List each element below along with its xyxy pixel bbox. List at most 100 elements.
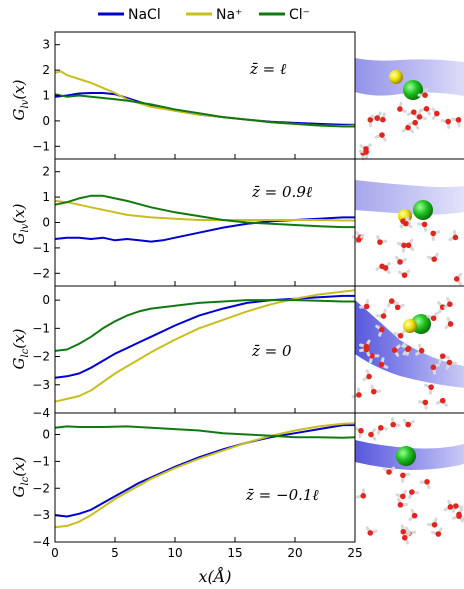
panel-frame — [54, 158, 356, 287]
water-molecule — [397, 101, 407, 114]
y-tick-label: −4 — [32, 535, 50, 549]
y-tick-label: −2 — [32, 481, 50, 495]
x-tick-label: 10 — [167, 546, 182, 560]
legend-item-na: Na⁺ — [186, 7, 242, 23]
water-molecule — [369, 353, 380, 364]
water-molecule — [402, 418, 415, 428]
water-molecule — [451, 513, 464, 523]
panel-frame — [54, 412, 356, 543]
series-line-nacl — [54, 424, 355, 518]
panel-frame — [54, 285, 356, 414]
x-axis-label: x(Å) — [198, 566, 231, 586]
ylabel-panel-1: Glv(x) — [10, 79, 31, 120]
water-molecule — [445, 359, 457, 370]
series-line-na — [54, 199, 355, 222]
water-molecule — [448, 229, 459, 242]
water-molecule — [391, 344, 401, 357]
water-molecule — [430, 363, 441, 375]
water-molecule — [365, 526, 378, 536]
panel-frame — [54, 31, 356, 160]
panel-4: −4 −3 −2 −1 0 0 5 10 15 20 25 — [32, 412, 363, 560]
water-molecule — [419, 479, 431, 490]
water-molecule — [427, 517, 438, 528]
series-line-nacl — [54, 216, 355, 243]
water-molecule — [395, 489, 408, 500]
water-molecule — [417, 87, 428, 98]
y-tick-label: 0 — [42, 114, 50, 128]
water-molecules — [351, 87, 464, 545]
water-molecule — [440, 118, 451, 130]
water-molecule — [405, 238, 415, 252]
y-tick-label: 3 — [42, 38, 50, 52]
x-tick-label: 25 — [347, 546, 362, 560]
interface-surface — [355, 180, 464, 215]
x-tick-label: 20 — [287, 546, 302, 560]
y-tick-label: −3 — [32, 378, 50, 392]
series-line-cl — [54, 299, 355, 352]
chloride-ion — [396, 446, 416, 466]
annotation-panel-2: z̄ = 0.9ℓ — [251, 183, 312, 201]
panel-1: −1 0 1 2 3 — [32, 31, 356, 160]
water-molecule — [451, 117, 462, 128]
series-line-nacl — [54, 294, 355, 379]
water-molecule — [397, 497, 408, 508]
y-tick-label: −1 — [32, 139, 50, 153]
y-tick-label: 0 — [42, 216, 50, 230]
water-molecule — [382, 261, 391, 275]
y-tick-label: −2 — [32, 350, 50, 364]
water-molecule — [352, 234, 365, 243]
sodium-ion — [403, 319, 417, 333]
water-molecule — [408, 508, 418, 521]
water-molecule — [351, 387, 362, 399]
water-molecule — [368, 428, 377, 441]
y-tick-label: −3 — [32, 508, 50, 522]
series-line-cl — [54, 194, 355, 229]
water-molecule — [438, 353, 451, 363]
water-molecule — [435, 397, 448, 407]
water-molecule — [376, 425, 389, 435]
x-tick-label: 5 — [111, 546, 119, 560]
water-molecule — [453, 272, 463, 286]
series-line-cl — [54, 425, 356, 439]
legend-item-nacl: NaCl — [98, 7, 161, 23]
water-molecule — [390, 417, 401, 428]
water-molecule — [419, 106, 431, 116]
ylabel-panel-2: Glv(x) — [10, 203, 31, 244]
y-tick-label: 1 — [42, 89, 50, 103]
water-molecule — [355, 488, 367, 499]
water-molecule — [427, 252, 439, 262]
water-molecule — [417, 399, 429, 410]
water-molecule — [406, 109, 419, 119]
series-line-cl — [54, 93, 355, 128]
y-tick-label: 0 — [42, 293, 50, 307]
water-molecule — [396, 241, 407, 253]
annotation-panel-4: z̄ = −0.1ℓ — [245, 486, 319, 504]
water-molecule — [430, 230, 441, 241]
panel-2: −2 −1 0 1 2 — [32, 158, 356, 287]
water-molecule — [443, 297, 453, 310]
water-molecule — [382, 466, 396, 475]
water-molecule — [400, 472, 411, 483]
ylabel-panel-4: Glc(x) — [10, 456, 31, 497]
water-molecule — [394, 255, 408, 265]
chloride-ion — [403, 80, 423, 100]
water-molecule — [407, 119, 420, 130]
water-molecule — [376, 235, 388, 245]
y-tick-label: 2 — [42, 165, 50, 179]
water-molecule — [415, 343, 425, 356]
y-tick-label: 0 — [42, 428, 50, 442]
water-molecule — [397, 269, 411, 278]
water-molecule — [362, 369, 372, 382]
water-molecule — [408, 489, 420, 500]
water-molecule — [378, 357, 389, 369]
annotation-panel-1: z̄ = ℓ — [249, 60, 286, 78]
water-molecule — [443, 499, 454, 512]
water-molecule — [431, 527, 443, 537]
water-molecule — [393, 329, 406, 339]
water-molecule — [359, 299, 370, 310]
x-tick-label: 15 — [227, 546, 242, 560]
water-molecule — [444, 317, 454, 330]
snapshot-panel-4 — [355, 440, 464, 470]
legend-label-nacl: NaCl — [128, 7, 161, 23]
